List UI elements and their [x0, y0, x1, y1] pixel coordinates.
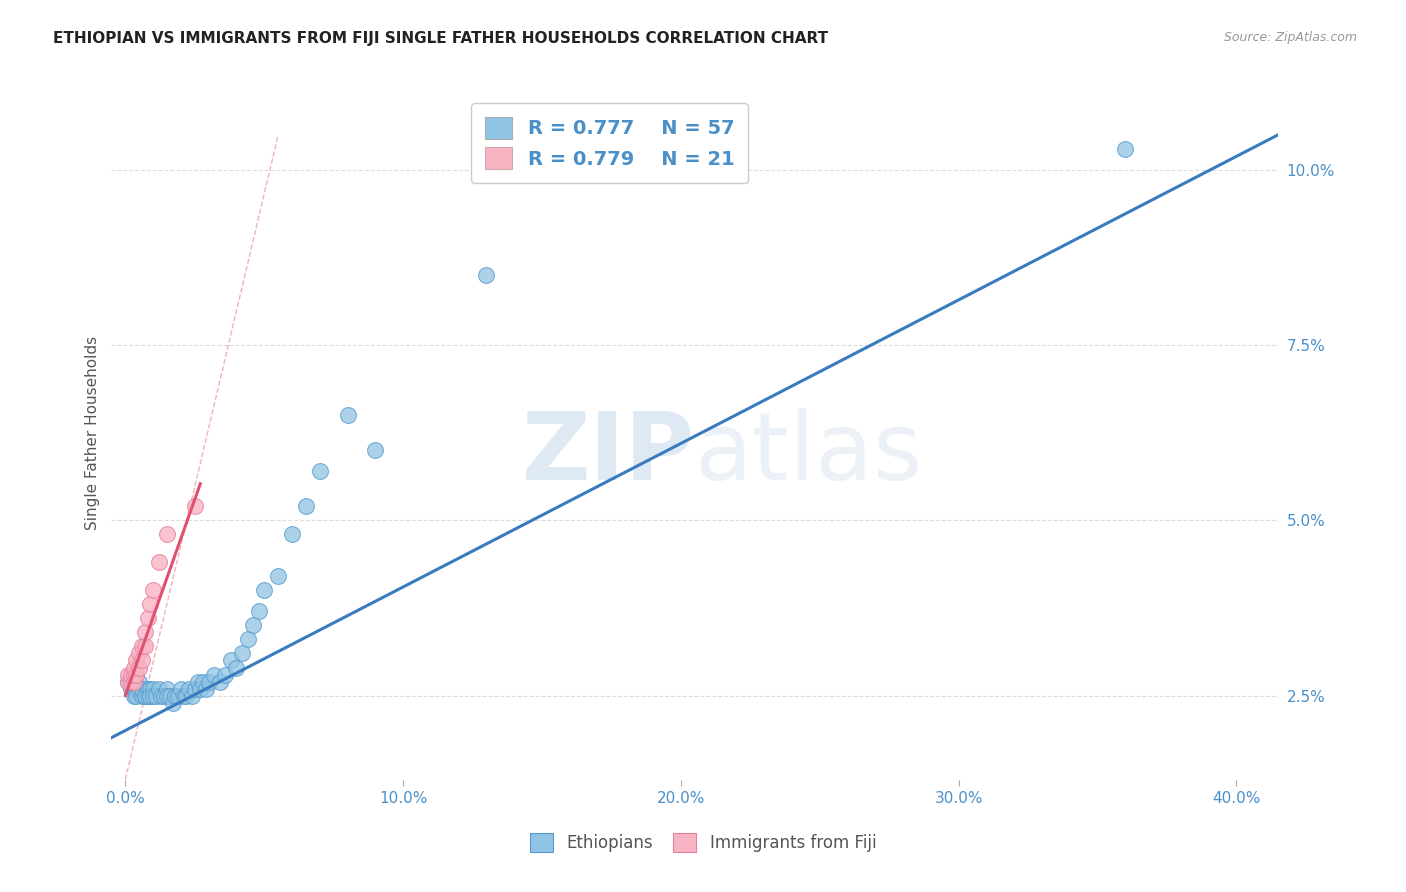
- Point: [139, 681, 162, 696]
- Point: [242, 618, 264, 632]
- Point: [125, 681, 148, 696]
- Point: [142, 689, 165, 703]
- Point: [1114, 142, 1136, 156]
- Point: [150, 689, 173, 703]
- Point: [364, 443, 387, 458]
- Point: [134, 689, 156, 703]
- Point: [136, 689, 159, 703]
- Point: [159, 689, 181, 703]
- Point: [125, 667, 148, 681]
- Point: [131, 653, 153, 667]
- Point: [136, 681, 159, 696]
- Point: [176, 689, 198, 703]
- Point: [197, 674, 219, 689]
- Point: [122, 660, 145, 674]
- Point: [145, 689, 167, 703]
- Point: [120, 667, 142, 681]
- Point: [120, 674, 142, 689]
- Point: [170, 681, 193, 696]
- Point: [475, 268, 498, 283]
- Point: [142, 681, 165, 696]
- Point: [179, 681, 201, 696]
- Point: [188, 681, 211, 696]
- Point: [122, 689, 145, 703]
- Point: [295, 500, 318, 514]
- Point: [225, 660, 247, 674]
- Point: [184, 500, 207, 514]
- Legend: R = 0.777    N = 57, R = 0.779    N = 21: R = 0.777 N = 57, R = 0.779 N = 21: [471, 103, 748, 183]
- Point: [202, 667, 225, 681]
- Point: [125, 653, 148, 667]
- Point: [117, 667, 139, 681]
- Point: [181, 689, 204, 703]
- Text: Source: ZipAtlas.com: Source: ZipAtlas.com: [1223, 31, 1357, 45]
- Text: ETHIOPIAN VS IMMIGRANTS FROM FIJI SINGLE FATHER HOUSEHOLDS CORRELATION CHART: ETHIOPIAN VS IMMIGRANTS FROM FIJI SINGLE…: [53, 31, 828, 46]
- Point: [128, 647, 150, 661]
- Point: [148, 681, 170, 696]
- Point: [128, 674, 150, 689]
- Point: [308, 465, 330, 479]
- Point: [236, 632, 259, 647]
- Point: [142, 583, 165, 598]
- Point: [281, 527, 304, 541]
- Point: [117, 674, 139, 689]
- Point: [186, 674, 208, 689]
- Point: [117, 674, 139, 689]
- Point: [125, 689, 148, 703]
- Point: [219, 653, 242, 667]
- Point: [134, 689, 156, 703]
- Point: [122, 674, 145, 689]
- Point: [167, 689, 190, 703]
- Point: [191, 674, 214, 689]
- Point: [128, 660, 150, 674]
- Point: [156, 527, 179, 541]
- Point: [128, 681, 150, 696]
- Point: [134, 640, 156, 654]
- Point: [208, 674, 231, 689]
- Point: [136, 611, 159, 625]
- Text: ZIP: ZIP: [522, 408, 695, 500]
- Point: [134, 625, 156, 640]
- Point: [165, 689, 187, 703]
- Point: [139, 598, 162, 612]
- Point: [122, 667, 145, 681]
- Point: [122, 681, 145, 696]
- Point: [156, 689, 179, 703]
- Point: [214, 667, 236, 681]
- Legend: Ethiopians, Immigrants from Fiji: Ethiopians, Immigrants from Fiji: [523, 827, 883, 859]
- Point: [131, 681, 153, 696]
- Point: [336, 409, 359, 423]
- Point: [253, 583, 276, 598]
- Point: [194, 681, 217, 696]
- Point: [247, 605, 270, 619]
- Y-axis label: Single Father Households: Single Father Households: [86, 336, 100, 530]
- Point: [173, 689, 195, 703]
- Point: [131, 689, 153, 703]
- Point: [131, 640, 153, 654]
- Point: [153, 689, 176, 703]
- Text: atlas: atlas: [695, 408, 922, 500]
- Point: [120, 681, 142, 696]
- Point: [148, 556, 170, 570]
- Point: [267, 569, 290, 583]
- Point: [184, 681, 207, 696]
- Point: [139, 689, 162, 703]
- Point: [156, 681, 179, 696]
- Point: [162, 696, 184, 710]
- Point: [231, 647, 253, 661]
